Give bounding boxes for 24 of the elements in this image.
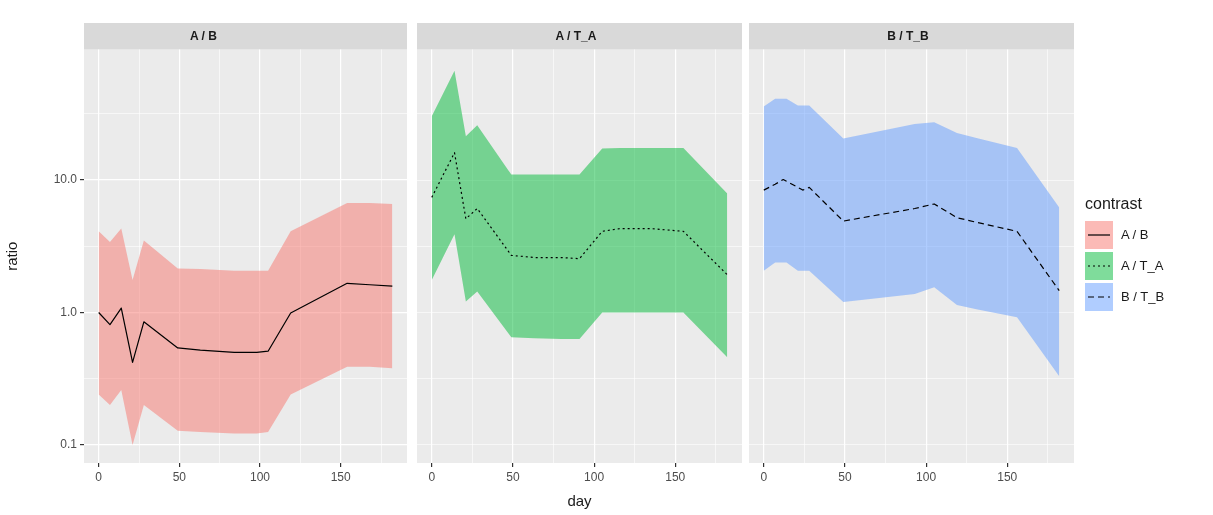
x-tick-label: 50 (838, 469, 852, 484)
x-tick-label: 150 (665, 469, 686, 484)
chart-title: A / T_A (555, 28, 597, 43)
x-tick-label: 100 (584, 469, 605, 484)
x-tick-label: 150 (997, 469, 1018, 484)
x-tick-label: 0 (428, 469, 436, 484)
x-axis-title: day (567, 492, 593, 510)
legend-label: A / B (1121, 227, 1149, 242)
y-axis-title: ratio (3, 241, 21, 271)
x-tick-label: 50 (172, 469, 187, 484)
x-tick-label: 100 (916, 469, 937, 484)
chart-title: B / T_B (887, 28, 929, 43)
x-tick-label: 150 (330, 469, 352, 484)
chart-title: A / B (190, 28, 218, 43)
x-tick-label: 0 (760, 469, 768, 484)
x-tick-label: 50 (506, 469, 520, 484)
y-tick-label: 10.0 (53, 172, 78, 187)
y-tick-label: 1.0 (60, 304, 78, 319)
x-tick-label: 0 (95, 469, 103, 484)
y-tick-label: 0.1 (60, 437, 78, 452)
legend-label: B / T_B (1121, 289, 1165, 304)
x-tick-label: 100 (250, 469, 271, 484)
legend-title: contrast (1085, 195, 1143, 213)
legend-label: A / T_A (1121, 258, 1164, 273)
